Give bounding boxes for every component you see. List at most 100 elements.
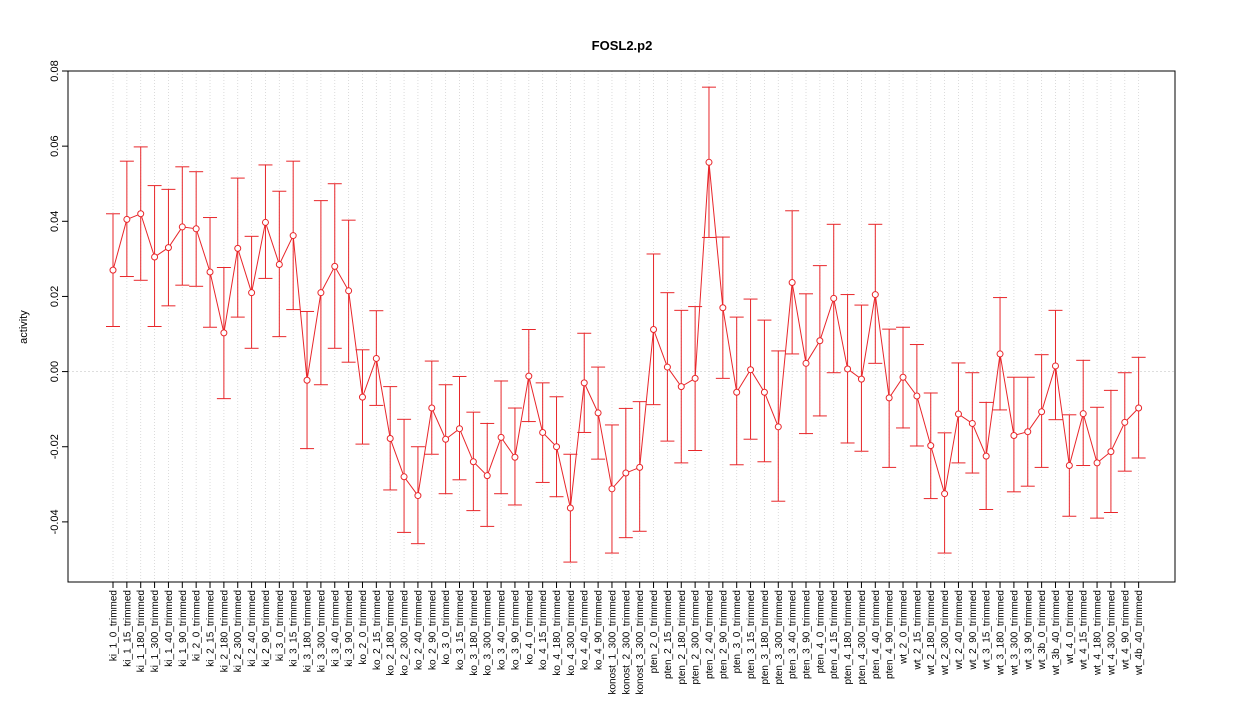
x-tick-label: ko_2_0_trimmed [358,590,369,664]
data-point [899,373,907,381]
plot-frame [67,70,1176,583]
data-point [345,287,353,295]
data-point [317,289,325,297]
data-point [747,366,755,374]
x-tick-label: pten_3_180_trimmed [760,590,771,685]
x-tick-label: ki_1_15_trimmed [122,590,133,667]
data-point [483,472,491,480]
x-tick-label: pten_3_90_trimmed [802,590,813,679]
data-point [691,374,699,382]
data-point [913,392,921,400]
data-point [636,463,644,471]
data-point [1107,448,1115,456]
data-point [1010,431,1018,439]
x-tick-label: pten_4_0_trimmed [815,590,826,673]
x-tick-label: ki_3_300_trimmed [316,590,327,672]
data-point [788,279,796,287]
data-point [151,253,159,261]
x-tick-label: wt_4_0_trimmed [1065,590,1076,665]
data-point [844,365,852,373]
x-tick-label: pten_2_180_trimmed [677,590,688,685]
data-point [885,394,893,402]
data-point [220,329,228,337]
data-point [123,215,131,223]
data-point [178,223,186,231]
x-tick-label: wt_3_180_trimmed [996,590,1007,676]
data-point [830,294,838,302]
x-tick-label: ko_4_40_trimmed [580,590,591,670]
x-tick-label: wt_4b_40_trimmed [1134,590,1145,676]
data-point [358,393,366,401]
x-tick-label: wt_4_180_trimmed [1093,590,1104,676]
x-tick-label: wt_2_180_trimmed [926,590,937,676]
x-tick-label: ki_2_180_trimmed [219,590,230,672]
x-tick-label: ko_2_90_trimmed [427,590,438,670]
x-tick-label: ko_2_15_trimmed [372,590,383,670]
data-point [192,225,200,233]
data-point [774,423,782,431]
data-point [650,326,658,334]
data-point [428,404,436,412]
data-point [857,375,865,383]
x-tick-label: ki_2_15_trimmed [206,590,217,667]
data-point [1135,404,1143,412]
x-axis: ki_1_0_trimmed ki_1_15_trimmed ki_1_180_tr… [109,582,1145,695]
x-tick-label: ki_1_90_trimmed [178,590,189,667]
data-point [539,428,547,436]
y-tick-label: 0.06 [49,135,61,156]
data-point [261,218,269,226]
data-point [511,453,519,461]
data-point [289,232,297,240]
data-point [442,435,450,443]
y-tick-label: 0.08 [49,60,61,81]
data-point [733,388,741,396]
x-tick-label: pten_2_0_trimmed [649,590,660,673]
data-point [677,383,685,391]
x-tick-label: ko_3_0_trimmed [441,590,452,664]
data-point [608,485,616,493]
x-tick-label: wt_4_300_trimmed [1106,590,1117,676]
data-point [622,469,630,477]
x-tick-label: wt_2_15_trimmed [912,590,923,670]
data-point [400,473,408,481]
x-tick-label: wt_2_40_trimmed [954,590,965,670]
data-point [1093,459,1101,467]
data-point [594,409,602,417]
series-activity [106,86,1146,563]
data-point [386,434,394,442]
data-point [414,492,422,500]
data-point [1065,462,1073,470]
x-tick-label: ko_3_300_trimmed [483,590,494,676]
x-tick-label: wt_3_15_trimmed [982,590,993,670]
data-point [497,433,505,441]
data-point [802,359,810,367]
x-tick-label: wt_3b_0_trimmed [1037,590,1048,670]
x-tick-label: ki_2_300_trimmed [233,590,244,672]
data-point [1079,410,1087,418]
y-tick-label: -0.02 [49,434,61,459]
data-point [982,452,990,460]
x-tick-label: pten_4_90_trimmed [885,590,896,679]
data-point [760,388,768,396]
x-tick-label: ki_1_0_trimmed [109,590,120,661]
x-tick-label: wt_4_90_trimmed [1120,590,1131,670]
chart-title: FOSL2.p2 [592,38,653,53]
x-tick-label: ko_2_180_trimmed [386,590,397,676]
data-point [248,289,256,297]
x-tick-label: pten_3_40_trimmed [788,590,799,679]
data-point [331,262,339,270]
x-tick-label: ki_2_90_trimmed [261,590,272,667]
x-tick-label: ko_4_180_trimmed [552,590,563,676]
x-tick-label: ko_4_15_trimmed [538,590,549,670]
x-tick-label: pten_2_300_trimmed [691,590,702,685]
x-tick-label: pten_4_300_trimmed [857,590,868,685]
data-point [871,291,879,299]
data-point [996,350,1004,358]
data-point [954,410,962,418]
x-tick-label: ki_2_0_trimmed [192,590,203,661]
x-tick-label: pten_3_300_trimmed [774,590,785,685]
data-point [927,442,935,450]
data-point [580,379,588,387]
x-tick-label: pten_2_15_trimmed [663,590,674,679]
